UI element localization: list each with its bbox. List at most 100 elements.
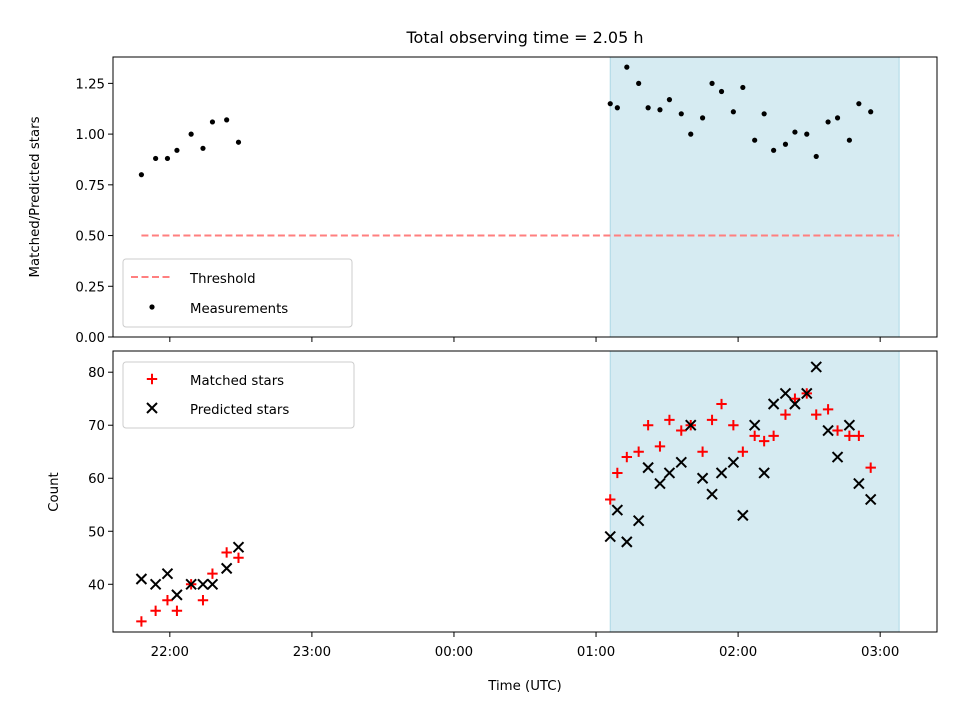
matched-star-point	[136, 616, 147, 627]
matched-star-point	[633, 446, 644, 457]
shaded-interval	[610, 351, 900, 632]
measurement-point	[868, 109, 874, 115]
axes-frame	[112, 56, 938, 338]
y-tick-label: 0.50	[75, 230, 105, 245]
predicted-star-point	[864, 493, 877, 506]
predicted-star-point	[642, 461, 654, 474]
measurement-point	[752, 137, 758, 143]
measurement-point	[235, 139, 242, 145]
x-axis-label: Time (UTC)	[487, 679, 562, 694]
y-tick-label: 80	[88, 366, 105, 381]
predicted-star-point	[197, 578, 209, 590]
measurement-point	[624, 64, 630, 70]
matched-star-point	[664, 414, 675, 426]
measurement-point	[782, 141, 789, 147]
legend-threshold-label: Threshold	[189, 272, 256, 287]
legend-box	[122, 258, 353, 328]
predicted-star-point	[135, 573, 148, 585]
measurement-point	[209, 119, 216, 125]
matched-star-point	[780, 409, 791, 420]
legend-matched-label: Matched stars	[190, 374, 284, 389]
y-tick-label: 0.25	[75, 280, 105, 295]
measurement-point	[174, 147, 180, 153]
predicted-star-point	[727, 456, 740, 469]
measurement-point	[699, 115, 706, 121]
measurement-point	[188, 131, 194, 137]
matched-star-point	[171, 605, 183, 616]
matched-star-point	[706, 414, 718, 426]
chart-title: Total observing time = 2.05 h	[405, 28, 643, 47]
matched-star-point	[832, 425, 843, 436]
predicted-star-point	[715, 467, 728, 479]
matched-star-point	[612, 467, 623, 479]
measurement-point	[688, 131, 694, 137]
measurement-point	[200, 145, 206, 151]
predicted-star-point	[831, 451, 844, 463]
legend-box	[122, 361, 355, 429]
y-tick-label: 0.75	[75, 179, 105, 194]
matched-star-point	[654, 441, 666, 452]
predicted-star-point	[185, 578, 197, 590]
legend-matched-swatch	[146, 373, 158, 385]
measurement-point	[153, 155, 159, 162]
matched-star-point	[749, 430, 760, 442]
measurement-point	[718, 88, 725, 95]
x-tick-label: 22:00	[151, 645, 189, 660]
matched-star-point	[207, 568, 218, 579]
measurement-point	[224, 117, 230, 123]
x-tick-label: 23:00	[293, 645, 331, 660]
measurement-point	[834, 115, 841, 121]
predicted-star-point	[801, 387, 813, 400]
predicted-star-point	[654, 477, 666, 490]
x-tick-label: 01:00	[577, 645, 615, 660]
legend-measurement-label: Measurements	[190, 302, 288, 317]
x-tick-label: 03:00	[861, 645, 899, 660]
matched-star-point	[642, 420, 654, 431]
predicted-star-point	[621, 536, 633, 548]
matched-star-point	[844, 430, 855, 442]
top-y-axis-label: Matched/Predicted stars	[28, 116, 43, 277]
measurement-point	[138, 172, 145, 178]
predicted-star-point	[843, 419, 856, 431]
x-tick-label: 00:00	[435, 645, 473, 660]
measurement-point	[645, 105, 651, 111]
measurement-point	[856, 101, 862, 107]
predicted-star-point	[767, 398, 780, 410]
predicted-star-point	[748, 419, 761, 431]
measurement-point	[730, 109, 736, 115]
predicted-star-point	[789, 398, 801, 410]
y-tick-label: 70	[88, 419, 105, 434]
predicted-star-point	[675, 456, 687, 469]
matched-star-point	[865, 462, 876, 473]
predicted-star-point	[706, 488, 718, 500]
matched-star-point	[233, 552, 244, 563]
axes-frame	[112, 350, 938, 633]
matched-star-point	[221, 547, 232, 558]
measurement-point	[666, 97, 673, 103]
predicted-star-point	[161, 567, 174, 580]
measurement-point	[825, 119, 831, 125]
legend-measurement-swatch	[149, 304, 155, 310]
measurement-point	[678, 111, 684, 117]
y-tick-label: 50	[88, 525, 105, 540]
matched-star-point	[758, 435, 770, 447]
measurement-point	[636, 80, 642, 86]
predicted-star-point	[171, 589, 183, 601]
matched-star-point	[737, 446, 749, 457]
measurement-point	[761, 111, 767, 117]
y-tick-label: 60	[88, 472, 105, 487]
measurement-point	[792, 129, 798, 135]
measurement-point	[813, 153, 819, 160]
predicted-star-point	[737, 509, 749, 522]
matched-star-point	[728, 420, 739, 431]
measurement-point	[164, 155, 171, 162]
measurement-point	[804, 131, 810, 137]
matched-star-point	[162, 594, 173, 606]
measurement-point	[740, 84, 746, 91]
measurement-point	[709, 80, 715, 86]
measurement-point	[614, 105, 620, 111]
predicted-star-point	[611, 504, 624, 516]
matched-star-point	[768, 430, 779, 442]
matched-star-point	[853, 430, 865, 442]
